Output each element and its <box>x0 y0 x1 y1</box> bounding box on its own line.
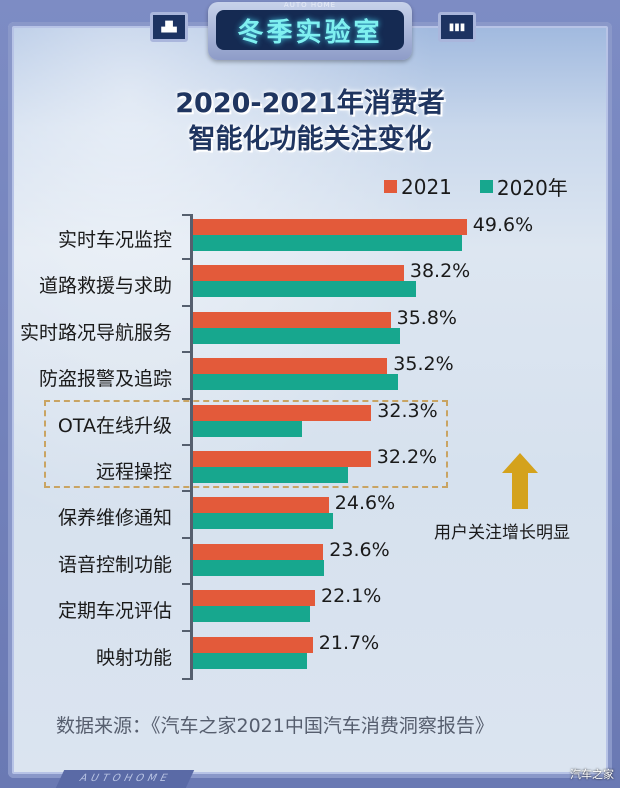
axis-tick <box>182 351 191 354</box>
axis-tick <box>182 258 191 261</box>
axis-tick <box>182 304 191 307</box>
bar-2020 <box>193 467 349 483</box>
category-label: 道路救援与求助 <box>38 275 172 298</box>
chart-row: 定期车况评估 22.1% <box>0 585 620 633</box>
axis-tick <box>182 629 191 632</box>
value-label: 49.6% <box>472 214 534 236</box>
value-label: 32.3% <box>377 399 438 422</box>
header-badge-subtitle: AUTO HOME <box>283 1 337 9</box>
value-label: 23.6% <box>329 538 390 561</box>
value-label: 35.8% <box>396 306 457 329</box>
signal-bars-icon: ▮▮▮ <box>438 12 476 42</box>
bar-2021 <box>193 219 467 235</box>
legend-swatch-2021 <box>384 180 397 193</box>
bar-2021 <box>193 451 371 467</box>
bar-2021 <box>193 543 324 560</box>
legend: 2021 2020年 <box>384 172 568 201</box>
category-label: 定期车况评估 <box>57 600 172 623</box>
header-badge: AUTO HOME 冬季实验室 <box>208 1 412 60</box>
annotation-text: 用户关注增长明显 <box>434 523 570 543</box>
bar-2021 <box>193 358 388 375</box>
chart-row: 语音控制功能 23.6% <box>0 538 620 587</box>
axis-tick <box>182 583 191 586</box>
highlight-box <box>44 400 448 488</box>
category-label: 映射功能 <box>95 646 172 669</box>
chart-row: 实时车况监控 49.6% <box>0 214 620 262</box>
value-label: 35.2% <box>393 353 454 376</box>
category-label: 实时路况导航服务 <box>19 321 172 344</box>
axis-tick <box>182 397 191 400</box>
axis-tick <box>182 490 191 493</box>
arrow-up-icon <box>502 453 538 509</box>
chart-row: 实时路况导航服务 35.8% <box>0 306 620 355</box>
legend-swatch-2020 <box>479 180 493 193</box>
value-label: 24.6% <box>334 492 396 515</box>
bar-2020 <box>193 606 311 623</box>
bar-2021 <box>193 265 404 282</box>
category-label: 保养维修通知 <box>57 507 172 530</box>
chart-row: 道路救援与求助 38.2% <box>0 260 620 308</box>
legend-label-2020: 2020年 <box>496 176 568 200</box>
data-source: 数据来源：《汽车之家2021中国汽车消费洞察报告》 <box>56 715 494 737</box>
bar-2021 <box>193 404 372 421</box>
category-label: 语音控制功能 <box>57 553 172 576</box>
header-badge-title: 冬季实验室 <box>237 17 383 48</box>
axis-tick <box>182 678 191 680</box>
bar-2020 <box>193 513 334 530</box>
chart-title: 2020-2021年消费者 智能化功能关注变化 <box>0 86 620 158</box>
bar-2020 <box>193 235 462 251</box>
chart-row: 映射功能 21.7% <box>0 631 620 680</box>
axis-tick <box>182 536 191 539</box>
category-label: 防盗报警及追踪 <box>38 368 172 391</box>
bar-2020 <box>193 652 308 669</box>
category-label: 实时车况监控 <box>57 229 172 251</box>
legend-item-2021: 2021 <box>384 172 452 201</box>
chart-title-line1: 2020-2021年消费者 <box>175 88 445 119</box>
legend-label-2021: 2021 <box>401 174 452 199</box>
equalizer-icon: ▟▙ <box>150 12 188 42</box>
value-label: 22.1% <box>320 585 382 608</box>
bar-2021 <box>193 497 329 514</box>
value-label: 21.7% <box>318 631 380 654</box>
bar-2020 <box>193 559 324 576</box>
chart-row: 保养维修通知 24.6% <box>0 492 620 540</box>
bar-2020 <box>193 281 416 298</box>
chart-row: 远程操控 32.2% <box>0 446 620 494</box>
axis-tick <box>182 444 191 446</box>
watermark: 汽车之家 <box>570 768 614 781</box>
chart-row: OTA在线升级 32.3% <box>0 399 620 448</box>
value-label: 32.2% <box>376 446 438 468</box>
bar-2020 <box>193 327 400 344</box>
bar-2021 <box>193 311 391 328</box>
legend-item-2020: 2020年 <box>479 172 568 201</box>
bar-2020 <box>193 420 302 437</box>
category-label: 远程操控 <box>95 461 172 483</box>
chart-title-line2: 智能化功能关注变化 <box>188 124 432 155</box>
chart-row: 防盗报警及追踪 35.2% <box>0 353 620 401</box>
y-axis <box>190 214 193 680</box>
footer-brand: AUTOHOME <box>55 770 195 788</box>
bar-2021 <box>193 636 313 653</box>
bar-2020 <box>193 374 398 391</box>
axis-tick <box>182 214 191 216</box>
bar-2021 <box>193 590 315 607</box>
value-label: 38.2% <box>409 260 471 283</box>
category-label: OTA在线升级 <box>57 414 172 437</box>
